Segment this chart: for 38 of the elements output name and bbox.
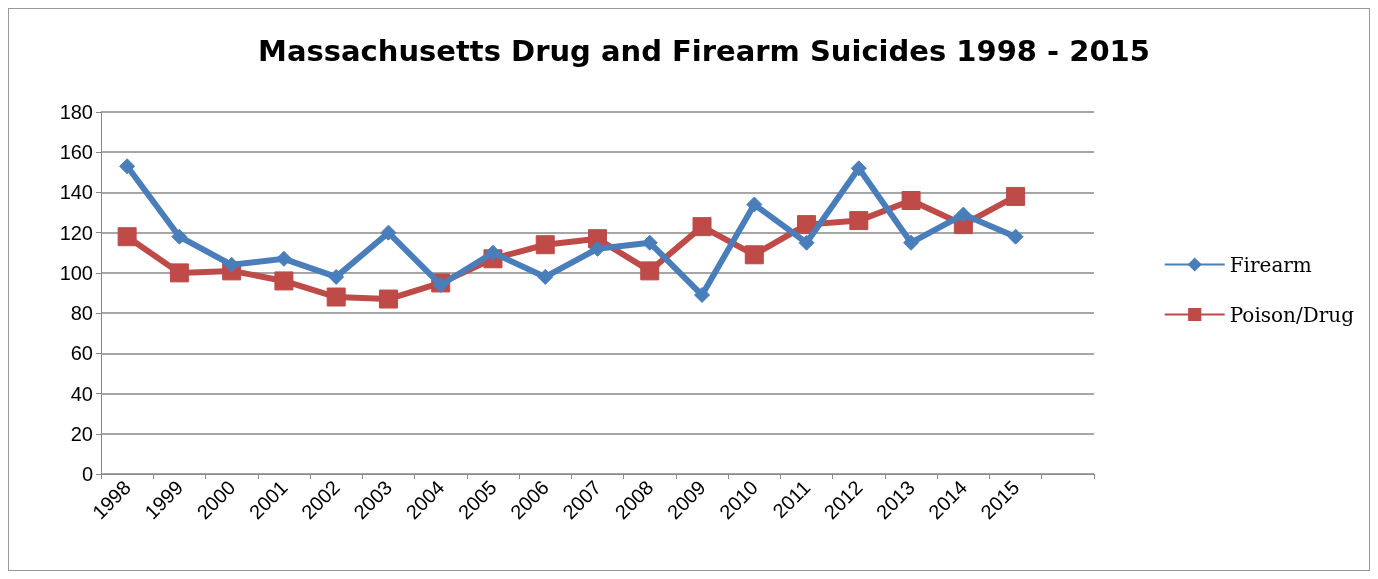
legend-label: Firearm	[1229, 252, 1312, 277]
y-tick-label: 140	[59, 181, 93, 204]
point	[1007, 228, 1024, 245]
point	[328, 268, 345, 285]
point	[169, 263, 189, 283]
point	[484, 244, 501, 261]
y-tick-label: 180	[59, 101, 93, 123]
point	[903, 234, 920, 251]
point	[746, 196, 763, 213]
point	[274, 271, 294, 291]
y-tick-label: 100	[59, 261, 93, 284]
point	[744, 245, 764, 265]
point	[798, 234, 815, 251]
point	[849, 211, 869, 231]
point	[326, 287, 346, 307]
point	[171, 228, 188, 245]
chart-title: Massachusetts Drug and Firearm Suicides 1998 - 2015	[258, 33, 1150, 68]
y-tick-label: 60	[70, 342, 93, 365]
point	[380, 224, 397, 241]
legend-label: Poison/Drug	[1229, 302, 1355, 327]
point	[694, 287, 711, 304]
y-tick-label: 160	[59, 141, 93, 164]
point	[378, 289, 398, 309]
y-tick-label: 0	[81, 463, 93, 485]
y-tick-label: 120	[59, 221, 93, 244]
point	[850, 160, 867, 177]
y-tick-label: 80	[70, 302, 93, 325]
point	[692, 217, 712, 237]
point	[640, 261, 660, 281]
y-tick-label: 20	[70, 422, 93, 445]
point	[119, 158, 136, 175]
point	[955, 206, 972, 223]
point	[117, 227, 137, 247]
point	[1006, 186, 1026, 206]
point	[901, 190, 921, 210]
point	[537, 268, 554, 285]
point	[535, 235, 555, 255]
y-tick-label: 40	[70, 382, 93, 405]
